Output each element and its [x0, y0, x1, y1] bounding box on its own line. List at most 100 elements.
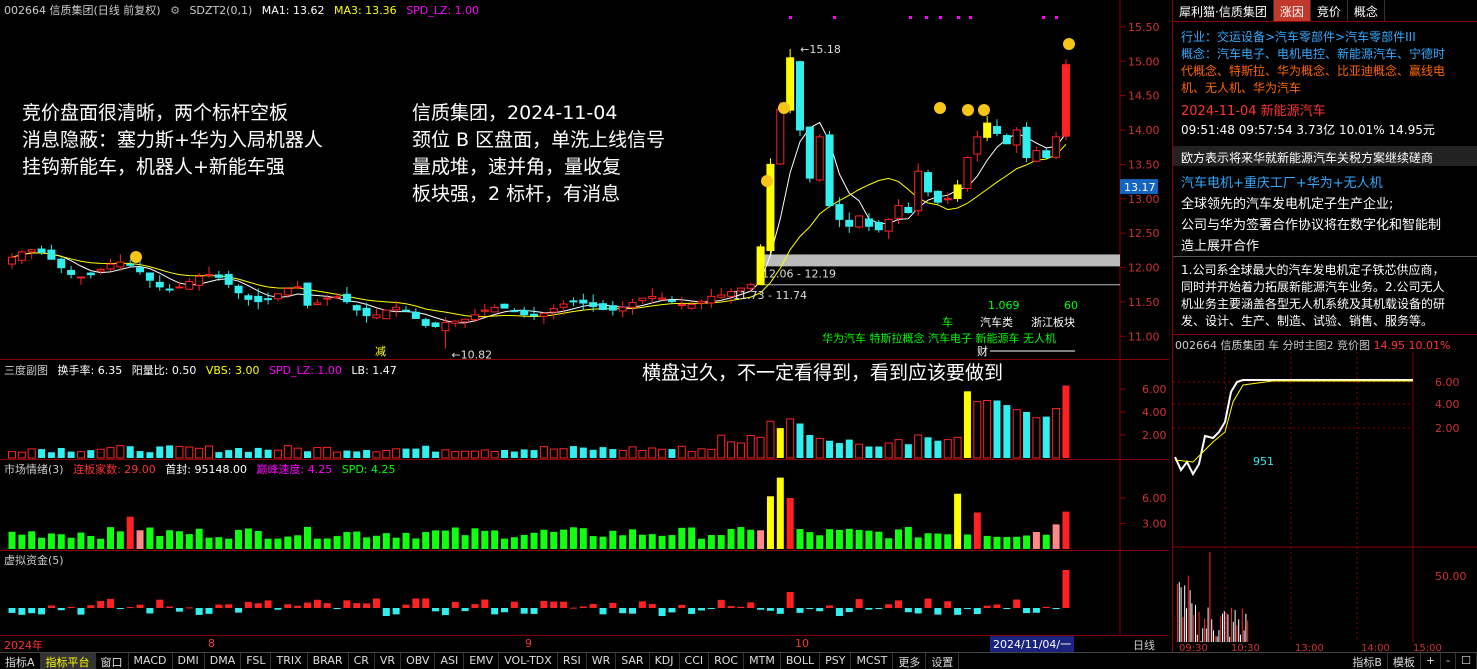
- tab-stock[interactable]: 犀利猫·信质集团: [1173, 0, 1274, 21]
- indicator-tab[interactable]: ASI: [435, 653, 465, 669]
- indicator-tab[interactable]: RSI: [558, 653, 587, 669]
- indicator-tab[interactable]: MTM: [744, 653, 781, 669]
- indicator-tab[interactable]: MACD: [129, 653, 173, 669]
- period-label[interactable]: 日线: [1133, 639, 1155, 652]
- toolbar-button[interactable]: ☐: [1456, 653, 1477, 669]
- volume-bar: [432, 451, 440, 458]
- volume-bar: [126, 446, 134, 458]
- mini-price: 14.95 10.01%: [1373, 339, 1451, 352]
- indicator-tab[interactable]: CR: [349, 653, 375, 669]
- indicator-tab[interactable]: BRAR: [308, 653, 349, 669]
- indicator-tab[interactable]: OBV: [401, 653, 436, 669]
- indicator-tab[interactable]: MCST: [851, 653, 894, 669]
- volume-bar: [855, 443, 864, 459]
- indicator-tab[interactable]: BOLL: [781, 653, 821, 669]
- indicator-tab[interactable]: FSL: [241, 653, 272, 669]
- price-tick-label: 14.00: [1128, 124, 1160, 137]
- indicator-tab[interactable]: WR: [587, 653, 617, 669]
- fund-chart[interactable]: [0, 551, 1169, 635]
- indicator-tab[interactable]: ROC: [709, 653, 745, 669]
- tick-volume: [1196, 634, 1198, 642]
- intraday-chart[interactable]: 6.00 4.00 2.00 951 50.00 09:30 10:30 13:00 14:00…: [1173, 352, 1477, 652]
- candlestick-chart[interactable]: 15.50 15.00 14.50 14.00 13.50 13.00 12.50 12.00…: [0, 0, 1169, 360]
- mood-bar: [195, 528, 203, 549]
- indicator-tab[interactable]: 窗口: [96, 653, 129, 669]
- volume-bar: [372, 451, 381, 459]
- indicator-tab[interactable]: 设置: [926, 653, 960, 669]
- indicator-tab[interactable]: DMA: [205, 653, 242, 669]
- mood-chart[interactable]: 6.00 3.00: [0, 460, 1169, 551]
- candle-body: [549, 308, 558, 313]
- fund-bar: [471, 604, 479, 608]
- mood-bar: [658, 535, 666, 549]
- candle-body: [973, 136, 982, 155]
- indicator-tab[interactable]: TRIX: [271, 653, 308, 669]
- mood-bar: [954, 493, 962, 549]
- indicator-tab[interactable]: DMI: [173, 653, 205, 669]
- tab-auction[interactable]: 竞价: [1311, 0, 1348, 21]
- fund-bar: [1032, 608, 1040, 613]
- price-tick-label: 11.50: [1128, 296, 1160, 309]
- indicator-tab[interactable]: 指标A: [0, 653, 41, 669]
- signal-dot: [957, 16, 960, 19]
- indicator-tab[interactable]: 更多: [893, 653, 927, 669]
- toolbar-button[interactable]: -: [1441, 653, 1457, 669]
- indicator-tab[interactable]: 指标平台: [40, 653, 96, 669]
- volume-chart[interactable]: 6.00 4.00 2.00: [0, 360, 1169, 460]
- candle-body: [1032, 150, 1041, 162]
- volume-bar: [549, 448, 558, 459]
- mood-bar: [895, 529, 902, 549]
- candle-body: [244, 295, 253, 300]
- gear-icon[interactable]: ⚙: [170, 4, 180, 17]
- indicator-tab[interactable]: CCI: [680, 653, 710, 669]
- fund-bar: [885, 604, 893, 608]
- mood-panel[interactable]: 市场情绪(3) 连板家数: 29.00 首封: 95148.00 巅峰速度: 4…: [0, 460, 1169, 551]
- divider: [1173, 334, 1477, 335]
- toolbar-button[interactable]: 模板: [1388, 653, 1421, 669]
- volume-bar: [402, 448, 410, 458]
- panel-title: 市场情绪(3): [4, 463, 64, 476]
- main-chart-panel[interactable]: 002664 信质集团(日线 前复权) ⚙ SDZT2(0,1) MA1: 13…: [0, 0, 1169, 360]
- toolbar-button[interactable]: 指标B: [1347, 653, 1388, 669]
- indicator-tab[interactable]: KDJ: [650, 653, 680, 669]
- indicator-tab[interactable]: VR: [375, 653, 402, 669]
- volume-bar: [470, 450, 479, 459]
- volume-bar: [835, 443, 843, 458]
- main-header: 002664 信质集团(日线 前复权) ⚙ SDZT2(0,1) MA1: 13…: [4, 2, 485, 18]
- volume-bar: [1012, 409, 1021, 459]
- fund-bar: [363, 603, 371, 608]
- tick-volume: [1198, 611, 1200, 642]
- indicator-tab[interactable]: PSY: [820, 653, 852, 669]
- tab-concept[interactable]: 概念: [1348, 0, 1385, 21]
- candle-body: [47, 249, 56, 260]
- fund-bar: [47, 605, 55, 608]
- price-tick-label: 13.50: [1128, 158, 1160, 171]
- volume-bar: [510, 451, 518, 458]
- tick-volume: [1211, 619, 1213, 642]
- smiley-icon: [1063, 38, 1075, 50]
- mood-bar: [747, 529, 755, 549]
- candle-body: [677, 303, 686, 307]
- volume-bar: [638, 449, 647, 459]
- volume-bar: [697, 448, 706, 459]
- indicator-tab[interactable]: EMV: [464, 653, 500, 669]
- fund-bar: [560, 601, 568, 608]
- mood-bar: [717, 535, 725, 549]
- mood-bar: [264, 538, 272, 549]
- indicator-tab[interactable]: SAR: [616, 653, 650, 669]
- info-tabs: 犀利猫·信质集团 涨因 竞价 概念: [1173, 0, 1477, 22]
- concept-label: 华为汽车 特斯拉概念 汽车电子 新能源车 无人机: [822, 331, 1056, 345]
- fund-bar: [8, 608, 16, 613]
- price-tick-label: 12.00: [1128, 262, 1160, 275]
- tab-reason[interactable]: 涨因: [1273, 0, 1311, 21]
- fund-panel[interactable]: 虚拟资金(5): [0, 551, 1169, 635]
- indicator-tab[interactable]: VOL-TDX: [499, 653, 558, 669]
- reduce-marker: 减: [375, 345, 386, 358]
- candle-body: [214, 274, 223, 278]
- mood-bar: [885, 538, 893, 549]
- mood-bar: [727, 528, 735, 549]
- tick-volume: [1232, 621, 1234, 642]
- volume-panel[interactable]: 三度副图 换手率: 6.35 阳量比: 0.50 VBS: 3.00 SPD_L…: [0, 360, 1169, 460]
- desc-text: 造上展开合作: [1181, 239, 1260, 254]
- toolbar-button[interactable]: +: [1421, 653, 1442, 669]
